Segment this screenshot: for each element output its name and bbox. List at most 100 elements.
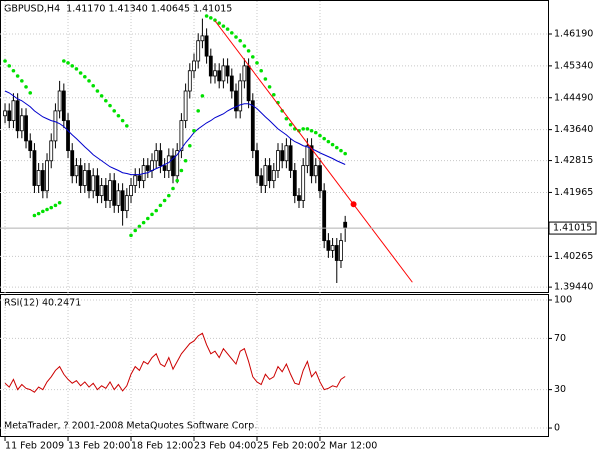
candle-body: [313, 165, 318, 177]
candle-body: [280, 150, 285, 162]
sar-dot: [259, 68, 263, 73]
sar-dot: [154, 208, 159, 213]
last-price-box: [548, 221, 597, 235]
candle-body: [213, 70, 217, 77]
rsi-pane: [0, 294, 549, 437]
candle-body: [234, 90, 238, 112]
chart-title: GBPUSD,H4 1.41170 1.41340 1.40645 1.4101…: [4, 4, 232, 15]
sar-dot: [108, 103, 112, 108]
sar-dot: [162, 198, 167, 203]
candle-body: [11, 100, 16, 122]
y-tick-label: 1.46190: [554, 29, 593, 40]
candle-body: [108, 180, 112, 201]
sar-dot: [343, 151, 347, 156]
candle-body: [137, 175, 142, 182]
candle-body: [246, 65, 251, 102]
sar-dot: [120, 118, 125, 123]
candle-body: [343, 221, 348, 229]
sar-dot: [150, 212, 154, 217]
candle-body: [45, 160, 49, 192]
sar-dot: [66, 61, 70, 65]
candle-body: [158, 150, 163, 167]
sar-dot: [246, 49, 251, 53]
sar-dot: [91, 83, 96, 88]
rsi-title: RSI(12) 40.2471: [4, 298, 81, 309]
candle-body: [49, 140, 54, 162]
sar-dot: [41, 209, 45, 214]
sar-dot: [133, 228, 138, 233]
candle-body: [162, 165, 167, 171]
sar-dot: [188, 143, 192, 148]
x-tick-label: 18 Feb 12:00: [131, 441, 193, 452]
candle-body: [200, 35, 205, 42]
sar-dot: [45, 207, 49, 212]
x-tick-label: 11 Feb 2009: [5, 441, 64, 452]
rsi-line: [4, 332, 346, 393]
sar-dot: [326, 139, 331, 144]
candle-body: [187, 70, 192, 92]
sar-dot: [137, 224, 142, 229]
candle-body: [301, 165, 306, 201]
candle-body: [145, 165, 150, 171]
candle-body: [196, 40, 201, 62]
y-tick-label: 1.41965: [554, 187, 593, 198]
trendline: [214, 20, 413, 283]
sar-dot: [288, 122, 293, 127]
candle-body: [326, 240, 331, 251]
sar-dot: [36, 211, 41, 216]
sar-dot: [309, 128, 314, 133]
y-tick-label: 1.42815: [554, 155, 593, 166]
candle-body: [225, 65, 230, 77]
sar-dot: [24, 85, 28, 89]
sar-dot: [209, 16, 213, 20]
sar-dot: [125, 124, 129, 128]
candle-body: [78, 165, 83, 186]
sar-dot: [242, 44, 247, 48]
last-price-label: 1.41015: [553, 223, 592, 234]
sar-dot: [104, 98, 108, 103]
candle-body: [19, 115, 24, 132]
sar-dot: [83, 74, 87, 79]
sar-dot: [322, 136, 326, 141]
candle-body: [116, 190, 121, 206]
candle-body: [284, 145, 289, 162]
sar-dot: [179, 168, 184, 173]
sar-dot: [229, 31, 234, 35]
candle-body: [103, 185, 108, 201]
candle-body: [171, 155, 175, 177]
sar-dot: [78, 71, 83, 75]
y-tick-label: 1.40265: [554, 251, 593, 262]
x-tick-label: 23 Feb 04:00: [194, 441, 256, 452]
sar-dot: [301, 127, 305, 131]
sar-dot: [250, 55, 255, 59]
sar-dot: [129, 233, 133, 238]
sar-dot: [271, 92, 276, 97]
candle-body: [57, 90, 62, 112]
y-tick-label: 30: [554, 384, 566, 395]
sar-dot: [32, 213, 37, 218]
candle-body: [175, 150, 180, 177]
sar-dot: [20, 79, 24, 83]
candle-body: [53, 110, 58, 142]
sar-dot: [238, 38, 242, 43]
candle-body: [238, 80, 243, 112]
candle-body: [276, 150, 280, 171]
sar-dot: [200, 94, 205, 98]
candle-body: [40, 170, 45, 192]
sar-dot: [70, 64, 75, 68]
sar-dot: [330, 142, 335, 147]
sar-dot: [305, 127, 310, 131]
candle-body: [288, 145, 293, 171]
sar-dot: [87, 79, 91, 83]
candle-body: [24, 115, 28, 142]
sar-dot: [339, 148, 343, 153]
candle-body: [66, 120, 70, 152]
candle-body: [267, 165, 272, 182]
sar-dot: [334, 145, 339, 150]
candle-body: [112, 180, 117, 206]
candle-body: [15, 100, 20, 132]
candle-body: [305, 145, 310, 167]
candle-body: [322, 190, 327, 242]
x-tick-label: 13 Feb 20:00: [68, 441, 130, 452]
sar-dot: [284, 116, 289, 121]
